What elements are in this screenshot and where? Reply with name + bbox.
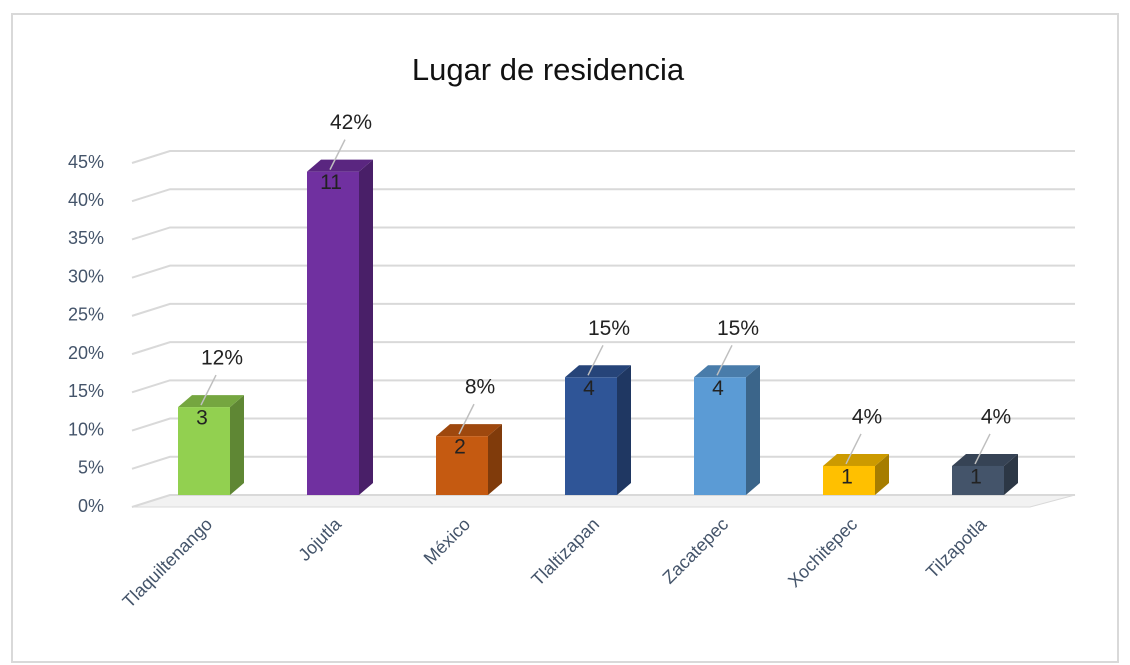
bar-top [952, 453, 1018, 466]
bar [952, 465, 1004, 495]
count-label: 4 [712, 377, 724, 400]
grid-line [131, 417, 1075, 432]
count-label: 1 [841, 465, 853, 488]
bar-top [565, 365, 631, 378]
y-tick-label: 0% [78, 496, 104, 516]
y-tick-label: 20% [68, 343, 104, 363]
y-tick-label: 45% [68, 152, 104, 172]
bar [178, 407, 230, 495]
bar-side [875, 453, 889, 495]
leader-line [974, 433, 991, 465]
value-label: 4% [981, 405, 1011, 428]
count-label: 2 [454, 436, 466, 459]
bar [307, 171, 359, 495]
grid-line [131, 302, 1075, 317]
bar [436, 436, 488, 495]
bar-side [488, 424, 502, 495]
bar-side [359, 159, 373, 495]
bar [694, 377, 746, 495]
count-label: 11 [320, 171, 342, 194]
grid-line [131, 455, 1075, 470]
leader-line [716, 344, 733, 376]
grid-line [131, 188, 1075, 203]
value-label: 8% [465, 376, 495, 399]
bar-top [694, 365, 760, 378]
grid-line [131, 379, 1075, 394]
count-label: 3 [196, 407, 208, 430]
count-label: 4 [583, 377, 595, 400]
chart-frame [11, 13, 1119, 663]
bar-top [436, 424, 502, 437]
value-label: 4% [852, 405, 882, 428]
grid-line [131, 226, 1075, 241]
bar-side [617, 365, 631, 495]
chart-title: Lugar de residencia [412, 52, 685, 87]
count-label: 1 [970, 465, 982, 488]
y-tick-label: 30% [68, 266, 104, 286]
grid-line [131, 494, 1075, 508]
bar-top [178, 395, 244, 408]
y-tick-label: 35% [68, 228, 104, 248]
value-label: 15% [588, 317, 630, 340]
value-label: 12% [201, 347, 243, 370]
leader-line [458, 403, 475, 435]
floor [131, 494, 1076, 508]
bar [823, 465, 875, 495]
value-label: 42% [330, 111, 372, 134]
y-tick-label: 15% [68, 381, 104, 401]
grid-line [131, 264, 1075, 279]
bar-side [746, 365, 760, 495]
grid-line [131, 150, 1075, 164]
leader-line [845, 433, 862, 465]
leader-line [329, 139, 346, 170]
bar-side [230, 395, 244, 495]
bar-side [1004, 453, 1018, 495]
value-label: 15% [717, 317, 759, 340]
y-tick-label: 10% [68, 419, 104, 439]
bar [565, 377, 617, 495]
y-tick-label: 25% [68, 305, 104, 325]
y-tick-label: 40% [68, 190, 104, 210]
y-tick-label: 5% [78, 458, 104, 478]
bar-top [823, 453, 889, 466]
bar-top [307, 159, 373, 172]
leader-line [587, 344, 604, 376]
grid-line [131, 341, 1075, 356]
leader-line [200, 374, 217, 406]
